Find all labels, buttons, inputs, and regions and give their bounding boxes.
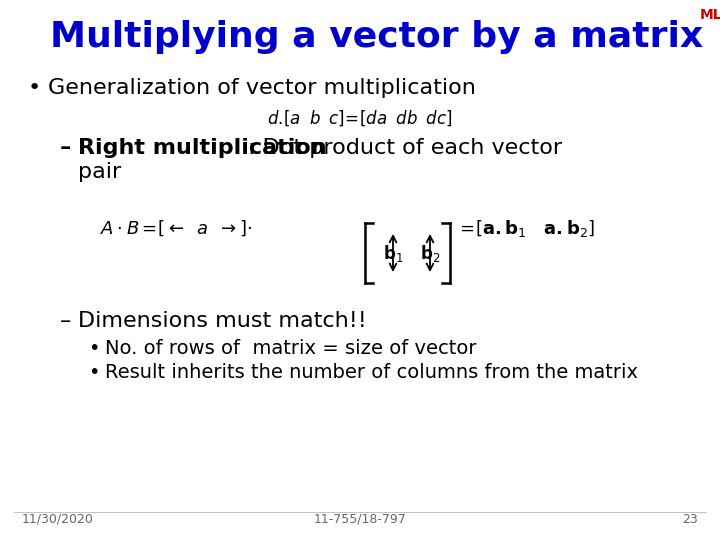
Text: $d.\!\left[a \;\; b \;\; c\right]\!=\!\left[da \;\; db \;\; dc\right]$: $d.\!\left[a \;\; b \;\; c\right]\!=\!\l… — [267, 108, 453, 127]
Text: Generalization of vector multiplication: Generalization of vector multiplication — [48, 78, 476, 98]
Text: 23: 23 — [683, 513, 698, 526]
Text: $\mathbf{b}_1$: $\mathbf{b}_1$ — [383, 242, 403, 264]
Text: ML: ML — [700, 8, 720, 22]
Text: Dimensions must match!!: Dimensions must match!! — [78, 311, 366, 331]
Text: No. of rows of  matrix = size of vector: No. of rows of matrix = size of vector — [105, 339, 477, 358]
Text: 11-755/18-797: 11-755/18-797 — [314, 513, 406, 526]
Text: Multiplying a vector by a matrix: Multiplying a vector by a matrix — [50, 20, 703, 54]
Text: –: – — [60, 311, 71, 331]
Text: : Dot product of each vector: : Dot product of each vector — [248, 138, 562, 158]
Text: •: • — [88, 339, 99, 358]
Text: –: – — [60, 138, 71, 158]
Text: $=\!\left[\mathbf{a.b}_1 \quad \mathbf{a.b}_2\right]$: $=\!\left[\mathbf{a.b}_1 \quad \mathbf{a… — [456, 218, 595, 239]
Text: Result inherits the number of columns from the matrix: Result inherits the number of columns fr… — [105, 363, 638, 382]
Text: •: • — [88, 363, 99, 382]
Text: •: • — [28, 78, 41, 98]
Text: 11/30/2020: 11/30/2020 — [22, 513, 94, 526]
Text: Right multiplication: Right multiplication — [78, 138, 327, 158]
Text: $A \cdot B = \!\left[\leftarrow \;\; a \;\; \rightarrow\right]\!\cdot$: $A \cdot B = \!\left[\leftarrow \;\; a \… — [100, 218, 253, 238]
Text: $\mathbf{b}_2$: $\mathbf{b}_2$ — [420, 242, 440, 264]
Text: pair: pair — [78, 162, 121, 182]
